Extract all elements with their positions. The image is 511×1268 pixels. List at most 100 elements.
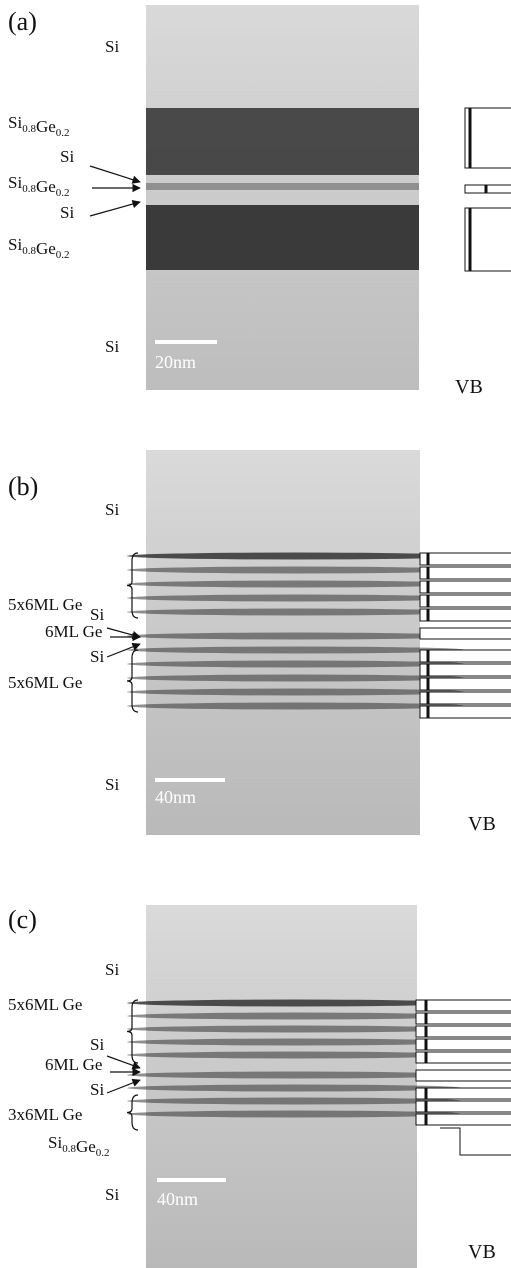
dark-layer: [146, 183, 419, 190]
brace: [126, 552, 139, 619]
band-box: [419, 552, 511, 566]
band-box: [415, 1025, 511, 1038]
element: Ge: [36, 117, 56, 136]
layer-label: 5x6ML Ge: [8, 673, 82, 692]
dark-stripe: [126, 702, 467, 710]
scale-bar-label: 40nm: [157, 1189, 198, 1209]
dark-stripe: [126, 566, 467, 574]
band-box: [419, 580, 511, 594]
layer-label: 5x6ML Ge: [8, 995, 82, 1014]
element: Si: [8, 173, 22, 192]
layer-label: Si: [60, 147, 74, 166]
band-box: [419, 663, 511, 677]
band-box: [464, 107, 511, 169]
bottom-layer-label: Si: [105, 337, 119, 356]
tem-image: [146, 5, 419, 390]
bottom-layer-label: Si: [105, 775, 119, 794]
scale-bar-label: 20nm: [155, 352, 196, 372]
arrow: [106, 1078, 141, 1094]
subscript: 0.8: [62, 1143, 76, 1155]
element: Si: [8, 113, 22, 132]
arrow: [89, 199, 141, 217]
band-box: [419, 594, 511, 608]
band-box: [415, 1012, 511, 1025]
subscript: 0.2: [56, 187, 70, 199]
brace: [126, 999, 139, 1064]
band-box: [419, 691, 511, 705]
layer-label: 3x6ML Ge: [8, 1105, 82, 1124]
panel-label: (b): [8, 472, 38, 501]
band-box: [419, 705, 511, 719]
arrow: [89, 165, 141, 184]
dark-stripe: [127, 1097, 464, 1105]
dark-stripe: [127, 1025, 464, 1033]
arrow: [106, 1055, 141, 1070]
tem-image: [146, 450, 420, 835]
subscript: 0.2: [56, 127, 70, 139]
dark-stripe: [126, 660, 467, 668]
brace: [126, 1094, 139, 1131]
band-box: [415, 1113, 511, 1126]
element: Ge: [36, 177, 56, 196]
top-layer-label: Si: [105, 37, 119, 56]
dark-layer: [146, 108, 419, 175]
band-box: [415, 1051, 511, 1064]
band-box: [419, 608, 511, 622]
element: Si: [8, 235, 22, 254]
brace: [126, 649, 139, 713]
scale-bar-label: 40nm: [155, 787, 196, 807]
dark-stripe: [127, 1051, 464, 1059]
dark-stripe: [127, 1012, 464, 1020]
band-box: [415, 1038, 511, 1051]
layer-label: Si: [60, 203, 74, 222]
panel-label: (a): [8, 7, 37, 36]
dark-stripe: [126, 688, 467, 696]
dark-stripe: [127, 1110, 464, 1118]
band-box: [415, 1087, 511, 1100]
layer-label: Si: [90, 1080, 104, 1099]
dark-stripe: [126, 552, 467, 560]
layer-label: 6ML Ge: [45, 1055, 102, 1074]
band-box: [464, 184, 511, 194]
dark-stripe: [126, 632, 467, 640]
dark-stripe: [126, 580, 467, 588]
layer-label: Si: [90, 605, 104, 624]
band-label: VB: [468, 1241, 496, 1263]
layer-label: 5x6ML Ge: [8, 595, 82, 614]
element: Si: [48, 1133, 62, 1152]
layer-label: Si0.8Ge0.2: [8, 113, 70, 139]
band-box: [419, 627, 511, 640]
dark-stripe: [127, 1038, 464, 1046]
band-box: [464, 207, 511, 272]
band-label: VB: [455, 376, 483, 398]
dark-stripe: [126, 608, 467, 616]
bottom-layer-label: Si: [105, 1185, 119, 1204]
band-box: [415, 1100, 511, 1113]
layer-label: Si0.8Ge0.2: [8, 235, 70, 261]
layer-label: Si: [90, 647, 104, 666]
band-box: [419, 566, 511, 580]
arrow: [106, 627, 141, 640]
band-box: [415, 999, 511, 1012]
subscript: 0.2: [56, 249, 70, 261]
subscript: 0.8: [22, 183, 36, 195]
dark-stripe: [126, 674, 467, 682]
band-box: [419, 649, 511, 663]
layer-label: Si: [90, 1035, 104, 1054]
top-layer-label: Si: [105, 500, 119, 519]
dark-stripe: [127, 1071, 464, 1079]
dark-stripe: [126, 646, 467, 654]
layer-label: Si0.8Ge0.2: [8, 173, 70, 199]
dark-stripe: [127, 1084, 464, 1092]
dark-stripe: [126, 594, 467, 602]
band-edge: [440, 1127, 511, 1156]
band-box: [415, 1069, 511, 1082]
subscript: 0.8: [22, 123, 36, 135]
dark-stripe: [127, 999, 464, 1007]
element: Ge: [76, 1137, 96, 1156]
top-layer-label: Si: [105, 960, 119, 979]
panel-label: (c): [8, 905, 37, 934]
element: Ge: [36, 239, 56, 258]
dark-layer: [146, 205, 419, 270]
